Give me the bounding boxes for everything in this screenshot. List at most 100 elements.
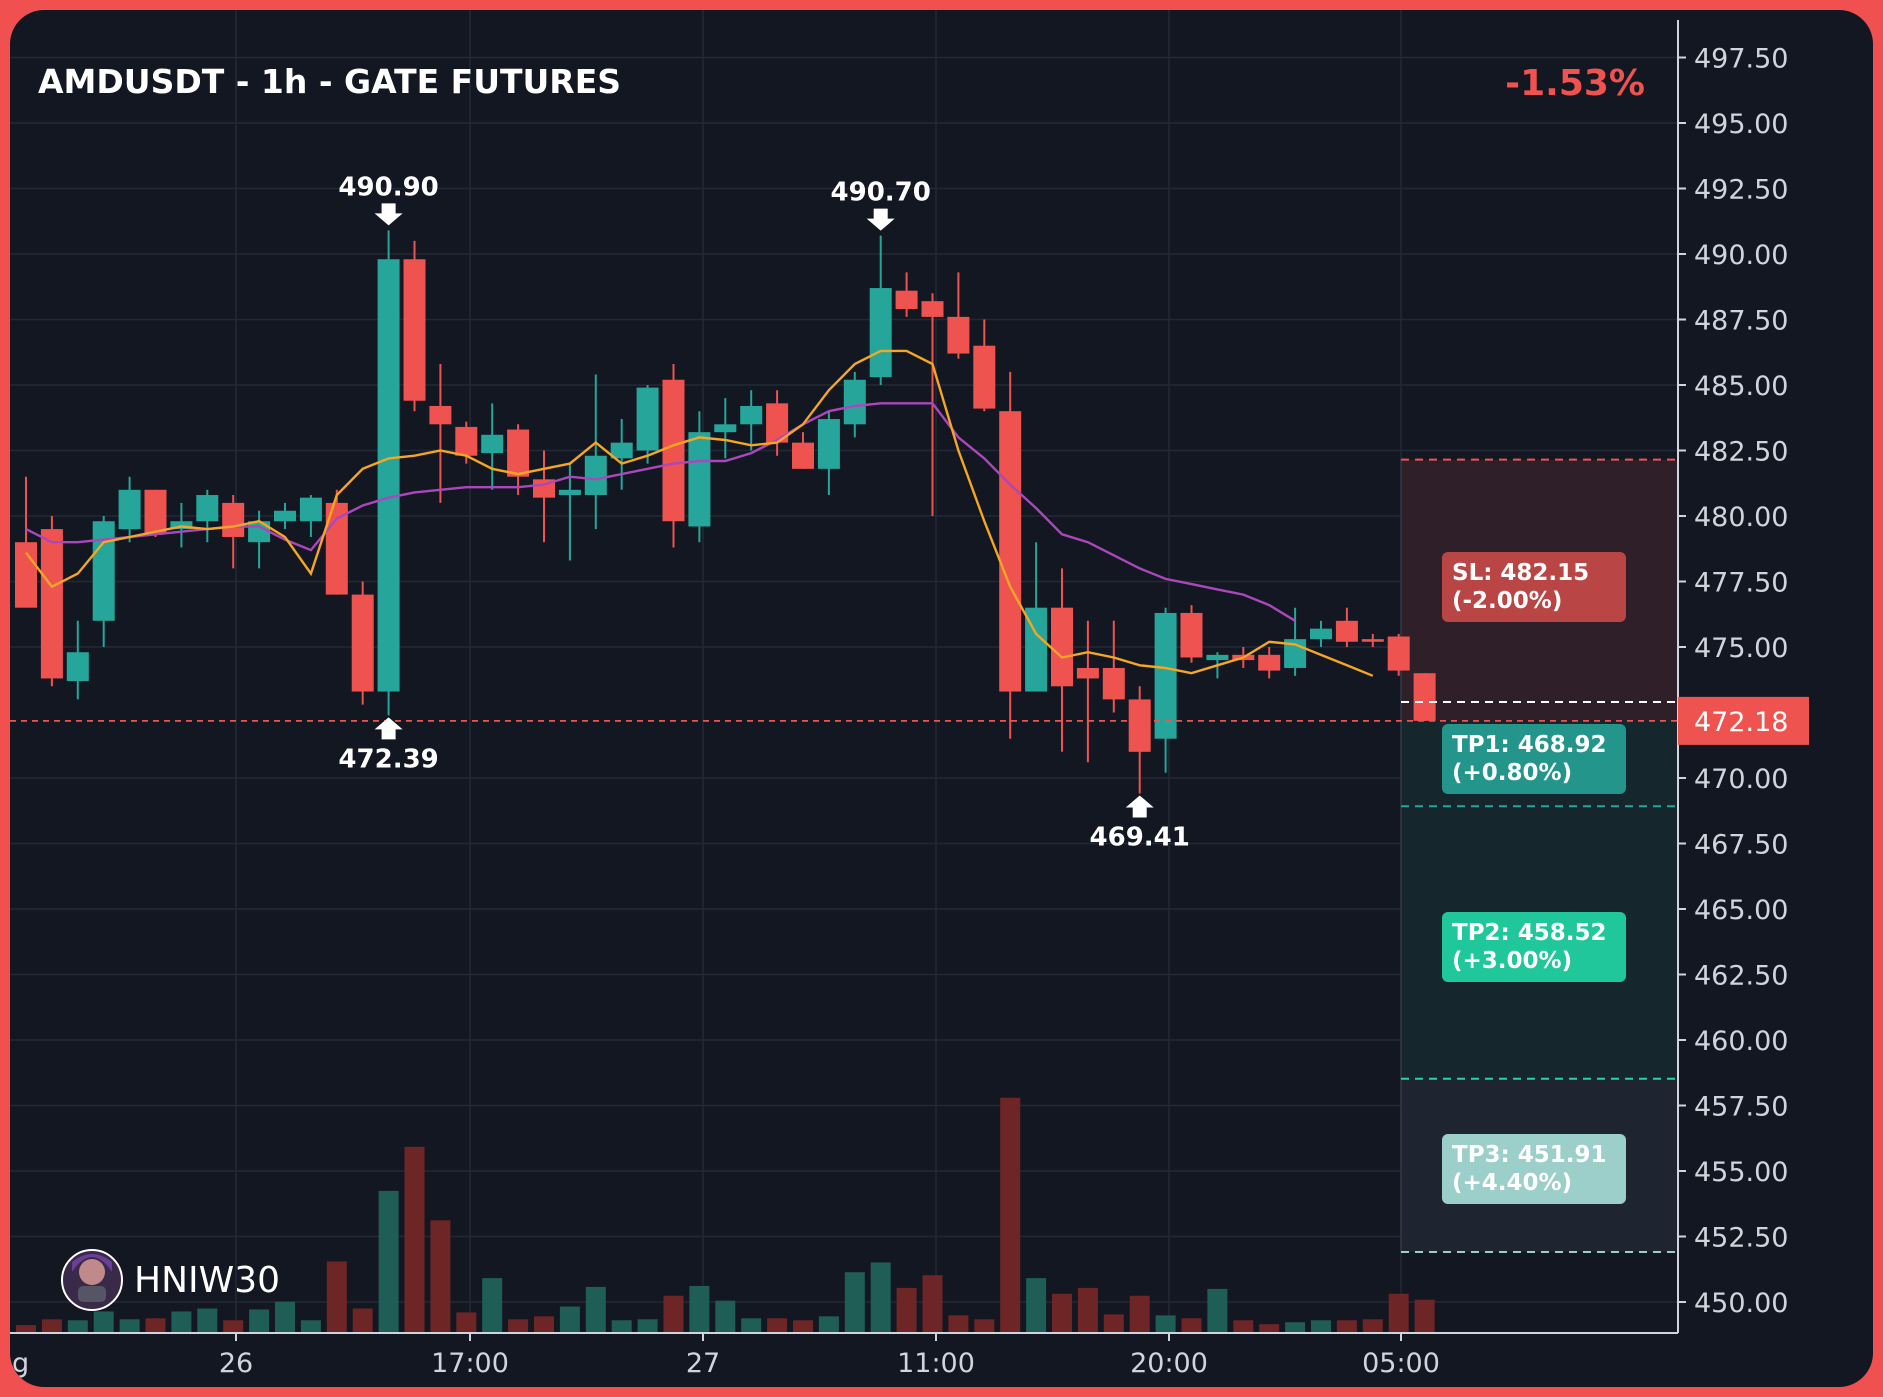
candle [481, 403, 504, 490]
candle [92, 516, 115, 647]
volume-bar [585, 1286, 606, 1333]
volume-bar [1311, 1320, 1331, 1333]
candle-body [196, 495, 219, 522]
price-tick-label: 490.00 [1694, 240, 1788, 271]
current-price-label: 472.18 [1694, 707, 1788, 738]
candle [403, 240, 426, 412]
volume-bar [1285, 1322, 1306, 1333]
tp2-label-box [1442, 912, 1626, 982]
time-tick-label: 17:00 [431, 1348, 509, 1379]
price-tick-label: 467.50 [1694, 830, 1788, 861]
volume-bar [456, 1312, 477, 1333]
tp1-label-line1: TP1: 468.92 [1452, 732, 1607, 758]
price-tick-label: 460.00 [1694, 1026, 1788, 1057]
candle-body [299, 497, 322, 522]
annotation-label-high: 490.70 [831, 178, 931, 208]
candle-body [403, 259, 426, 401]
candle [170, 502, 193, 548]
volume-bar [171, 1311, 192, 1333]
level-labels: SL: 482.15(-2.00%) TP1: 468.92(+0.80%) TP2… [1442, 552, 1626, 1204]
volume-bar [67, 1320, 88, 1333]
candle [144, 489, 167, 537]
volume-bar [508, 1319, 529, 1333]
tp2-label: TP2: 458.52(+3.00%) [1442, 912, 1626, 982]
volume-bar [741, 1318, 762, 1333]
tp3-label: TP3: 451.91(+4.40%) [1442, 1134, 1626, 1204]
time-tick-label: 27 [686, 1348, 720, 1379]
candle-body [1387, 636, 1410, 671]
candle [688, 411, 711, 543]
candle-body [40, 529, 63, 679]
volume-bar [896, 1287, 917, 1333]
volume-bar [818, 1316, 839, 1333]
candles[interactable] [15, 230, 1436, 794]
volume-bar [844, 1272, 865, 1333]
annotation-label-high: 490.90 [338, 172, 438, 202]
candle-body [740, 405, 763, 425]
time-tick-label: 20:00 [1130, 1348, 1208, 1379]
price-tick-label: 462.50 [1694, 961, 1788, 992]
candle [869, 235, 892, 385]
arrow-up-icon [374, 717, 403, 740]
candle [455, 421, 478, 464]
price-tick-label: 455.00 [1694, 1157, 1788, 1188]
candle-body [507, 429, 530, 477]
candle-body [1361, 639, 1384, 642]
tp1-label: TP1: 468.92(+0.80%) [1442, 724, 1626, 794]
volume-bar [275, 1301, 295, 1333]
candle-body [688, 432, 711, 527]
time-tick-label: g [12, 1348, 29, 1379]
ema-fast-line [25, 349, 1374, 677]
volume-bar [119, 1319, 140, 1333]
price-tick-label: 470.00 [1694, 764, 1788, 795]
candle-body [610, 442, 633, 459]
sl-label-box [1442, 552, 1626, 622]
arrow-down-icon [374, 203, 403, 226]
candlestick-chart[interactable]: 490.90 472.39 490.70 469.41 SL: 482.15(-2.0… [10, 10, 1873, 1387]
level-lines [10, 458, 1678, 1253]
candle [507, 424, 530, 496]
candle [1310, 620, 1332, 647]
volume-bar [16, 1325, 36, 1333]
candle-body [714, 424, 737, 433]
volume-bar [1103, 1314, 1124, 1333]
chart-frame: 490.90 472.39 490.70 469.41 SL: 482.15 (-2.0… [10, 10, 1873, 1387]
candle-body [1051, 607, 1073, 687]
candle [325, 489, 348, 595]
candle-body [1413, 673, 1436, 721]
volume-bar [249, 1309, 270, 1333]
candle-body [118, 489, 141, 530]
candle [895, 272, 918, 317]
candle [1335, 607, 1358, 647]
time-tick-label: 26 [219, 1348, 253, 1379]
candle-body [92, 521, 115, 621]
volume-bar [300, 1320, 321, 1333]
candle-body [274, 510, 296, 522]
volume-bar [430, 1220, 451, 1333]
candle [1180, 605, 1203, 663]
volume-bar [1000, 1097, 1021, 1333]
candle [714, 398, 737, 459]
chart-title: AMDUSDT - 1h - GATE FUTURES [38, 62, 621, 101]
volume-bar [663, 1295, 684, 1333]
volume-bar [1052, 1293, 1072, 1333]
candle [429, 364, 452, 503]
candle [610, 419, 633, 490]
volume-bar [534, 1316, 554, 1333]
candle [533, 450, 555, 543]
volume-bar [145, 1318, 166, 1333]
candle-body [1335, 620, 1358, 642]
candle-body [455, 426, 478, 456]
price-tick-label: 465.00 [1694, 895, 1788, 926]
volume-bar [41, 1319, 62, 1333]
candle [196, 489, 219, 543]
watermark: HNIW30 [61, 1249, 280, 1311]
candle-body [377, 259, 400, 692]
candle-body [817, 419, 840, 469]
volume-bar [326, 1261, 347, 1333]
tp3-label-line2: (+4.40%) [1452, 1170, 1572, 1196]
volume-bar [1388, 1293, 1409, 1333]
volume-bar [1129, 1295, 1150, 1333]
price-tick-label: 452.50 [1694, 1223, 1788, 1254]
price-tick-label: 497.50 [1694, 44, 1788, 75]
